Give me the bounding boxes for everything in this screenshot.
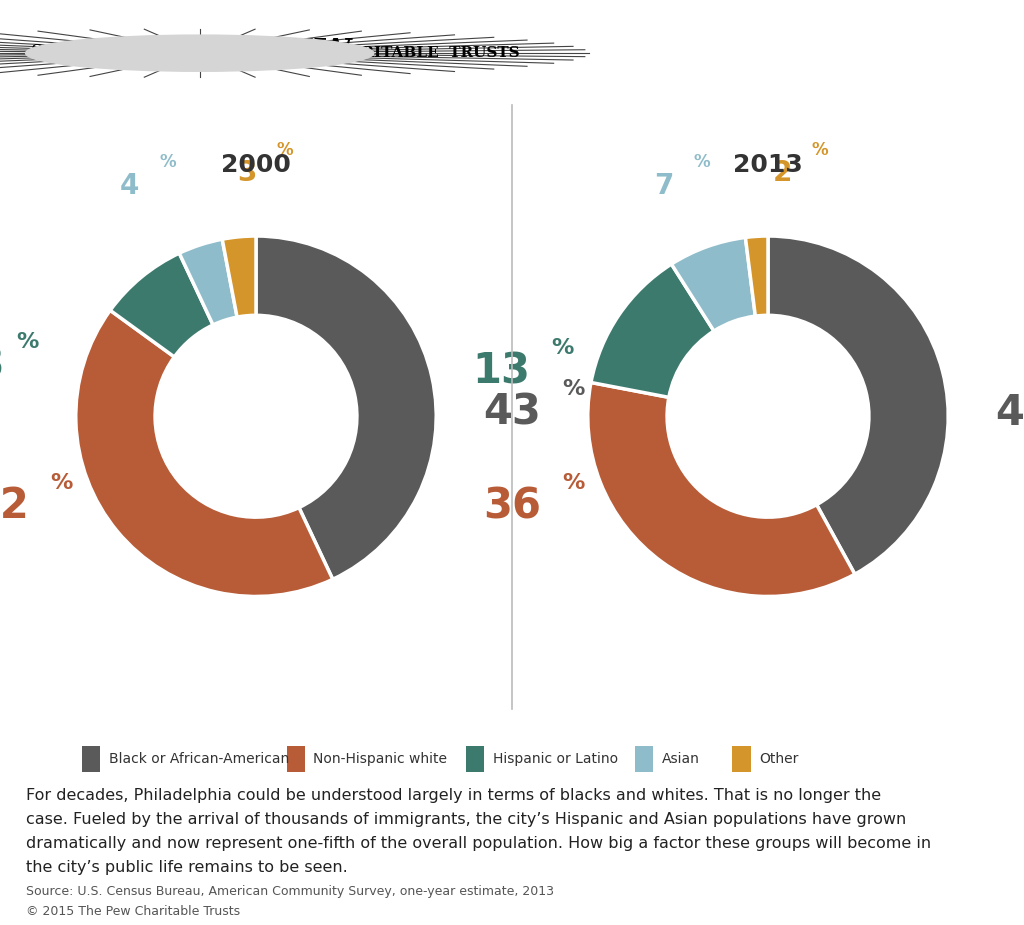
Text: 36: 36 (483, 486, 541, 527)
Text: PEW: PEW (264, 37, 352, 69)
Text: 4: 4 (120, 171, 139, 200)
Text: %: % (812, 141, 828, 158)
Bar (82, 746, 100, 771)
Wedge shape (591, 264, 714, 398)
Bar (466, 746, 484, 771)
Text: THE: THE (230, 46, 265, 60)
Wedge shape (588, 382, 855, 597)
Text: Non-Hispanic white: Non-Hispanic white (313, 752, 447, 766)
Wedge shape (768, 236, 948, 574)
Text: %: % (693, 154, 710, 171)
Wedge shape (222, 236, 256, 317)
Text: CHARITABLE  TRUSTS: CHARITABLE TRUSTS (323, 46, 519, 60)
Text: Asian: Asian (662, 752, 699, 766)
Text: For decades, Philadelphia could be understood largely in terms of blacks and whi: For decades, Philadelphia could be under… (26, 788, 931, 875)
Text: 13: 13 (472, 351, 530, 392)
Wedge shape (256, 236, 436, 579)
Wedge shape (111, 253, 213, 357)
Text: 2: 2 (773, 159, 793, 187)
Text: 8: 8 (0, 345, 4, 387)
Text: %: % (562, 473, 585, 493)
Text: 42: 42 (995, 391, 1024, 434)
Text: %: % (16, 332, 38, 352)
Circle shape (26, 35, 374, 71)
Text: Source: U.S. Census Bureau, American Community Survey, one-year estimate, 2013
©: Source: U.S. Census Bureau, American Com… (26, 885, 554, 918)
Text: Hispanic or Latino: Hispanic or Latino (493, 752, 617, 766)
Text: 42: 42 (0, 486, 29, 527)
Text: %: % (160, 154, 176, 171)
Text: %: % (276, 141, 293, 158)
Wedge shape (745, 236, 768, 316)
Title: 2000: 2000 (221, 153, 291, 177)
Bar (635, 746, 653, 771)
Text: 43: 43 (483, 391, 541, 434)
Text: Other: Other (759, 752, 798, 766)
Bar (287, 746, 305, 771)
Bar (732, 746, 751, 771)
Wedge shape (179, 240, 238, 325)
Title: 2013: 2013 (733, 153, 803, 177)
Wedge shape (672, 238, 756, 331)
Text: %: % (562, 379, 585, 400)
Wedge shape (76, 310, 333, 597)
Text: %: % (551, 338, 573, 358)
Text: State of the City: State of the City (31, 44, 180, 62)
Text: 7: 7 (653, 171, 673, 200)
Text: 3: 3 (238, 159, 257, 187)
Text: Black or African-American: Black or African-American (109, 752, 289, 766)
Text: %: % (50, 473, 73, 493)
